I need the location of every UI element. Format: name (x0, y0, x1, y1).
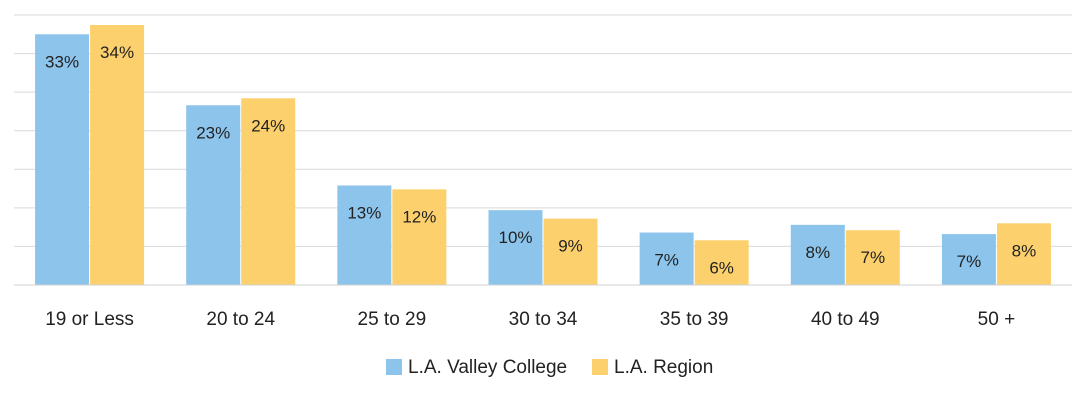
data-labels: 33% 34% 23% 24% 13% 12% 10% 9% 7% 6% 8% 7% 7% 8% (45, 43, 1036, 277)
bar-region (241, 98, 296, 285)
bar-lavc (337, 185, 392, 285)
bar-lavc (790, 224, 845, 285)
legend-swatch-lavc (386, 359, 402, 375)
x-tick-label: 40 to 49 (811, 309, 880, 330)
x-tick-label: 50 + (978, 309, 1016, 330)
bar-region (996, 223, 1051, 285)
data-label: 7% (957, 252, 982, 271)
data-label: 9% (558, 237, 583, 256)
data-label: 10% (498, 228, 532, 247)
data-label: 23% (196, 123, 230, 142)
legend-label-lavc: L.A. Valley College (408, 357, 567, 378)
legend-label-region: L.A. Region (614, 357, 713, 378)
legend: L.A. Valley College L.A. Region (386, 357, 713, 378)
bars (35, 25, 1051, 286)
data-label: 7% (654, 251, 679, 270)
gridlines (14, 14, 1072, 286)
data-label: 34% (100, 43, 134, 62)
legend-item-region: L.A. Region (592, 357, 713, 378)
x-tick-label: 30 to 34 (509, 309, 578, 330)
bar-lavc (941, 234, 996, 285)
bar-region (845, 230, 900, 285)
data-label: 13% (347, 203, 381, 222)
data-label: 8% (805, 243, 830, 262)
data-label: 12% (402, 207, 436, 226)
bar-region (392, 189, 447, 285)
legend-swatch-region (592, 359, 608, 375)
x-tick-label: 20 to 24 (206, 309, 275, 330)
data-label: 8% (1012, 241, 1037, 260)
bar-lavc (35, 34, 90, 286)
bar-region (694, 240, 749, 285)
bar-lavc (639, 232, 694, 285)
data-label: 24% (251, 116, 285, 135)
data-label: 7% (860, 248, 885, 267)
x-axis-ticks: 19 or Less 20 to 24 25 to 29 30 to 34 35 to … (45, 309, 1015, 330)
legend-item-lavc: L.A. Valley College (386, 357, 567, 378)
bar-region (543, 218, 598, 285)
bar-lavc (186, 105, 241, 285)
data-label: 6% (709, 258, 734, 277)
bar-region (90, 25, 145, 286)
bar-lavc (488, 210, 543, 285)
x-tick-label: 35 to 39 (660, 309, 729, 330)
x-tick-label: 25 to 29 (358, 309, 427, 330)
data-label: 33% (45, 52, 79, 71)
x-tick-label: 19 or Less (45, 309, 134, 330)
